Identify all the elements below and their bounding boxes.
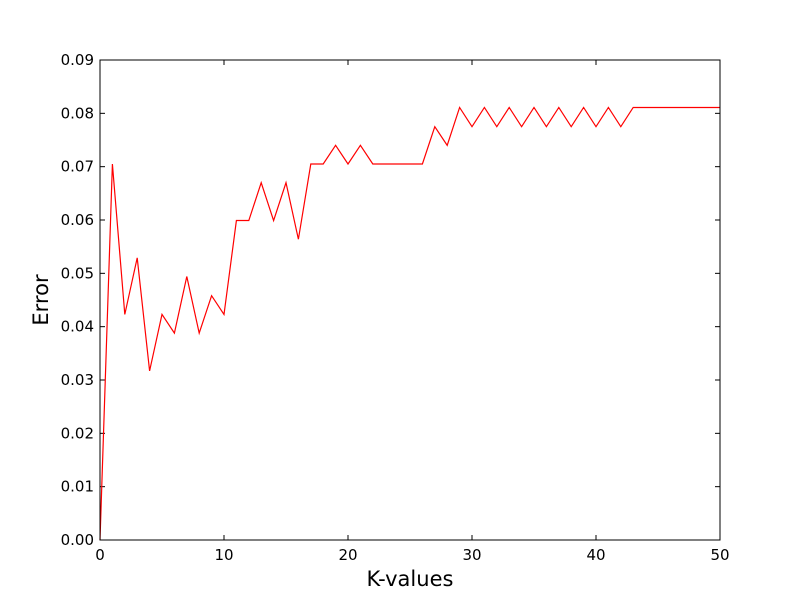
- x-tick-label: 40: [586, 546, 605, 564]
- y-tick-label: 0.00: [61, 531, 94, 549]
- y-tick-label: 0.05: [61, 264, 94, 282]
- y-tick-label: 0.09: [61, 51, 94, 69]
- plot-frame: [99, 59, 721, 541]
- y-tick-label: 0.08: [61, 104, 94, 122]
- series-line: [99, 106, 720, 541]
- y-tick-label: 0.03: [61, 371, 94, 389]
- x-tick-label: 30: [462, 546, 481, 564]
- x-tick-label: 0: [95, 546, 105, 564]
- y-tick-label: 0.01: [61, 478, 94, 496]
- y-tick-label: 0.07: [61, 158, 94, 176]
- y-tick-label: 0.06: [61, 211, 94, 229]
- tick-labels: 0 10 20 30 40 50 0.00 0.01 0.02 0.03 0.04 0.05 0.06 0…: [61, 51, 730, 564]
- x-axis-title: K-values: [367, 567, 454, 591]
- y-tick-label: 0.02: [61, 424, 94, 442]
- x-tick-label: 20: [338, 546, 357, 564]
- series-layer: [99, 106, 720, 541]
- y-axis-title: Error: [29, 274, 53, 326]
- x-tick-label: 10: [214, 546, 233, 564]
- y-tick-label: 0.04: [61, 318, 94, 336]
- x-tick-label: 50: [710, 546, 729, 564]
- plot-area: [100, 60, 720, 540]
